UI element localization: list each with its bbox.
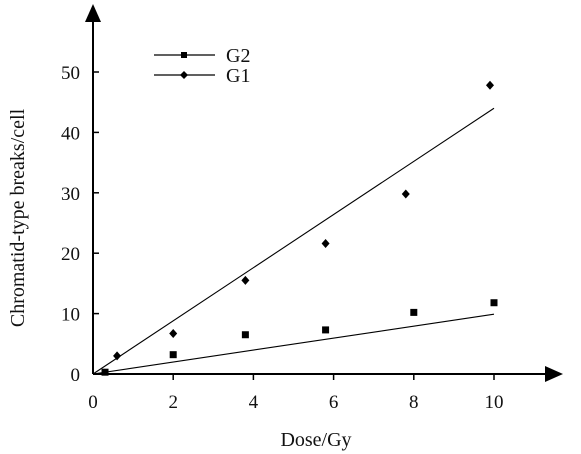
axes xyxy=(85,4,563,382)
data-point-g2 xyxy=(322,326,330,334)
x-tick-label: 6 xyxy=(329,392,339,413)
y-tick-label: 0 xyxy=(71,365,81,386)
fit-line-g2 xyxy=(92,313,495,375)
legend-label-g2: G2 xyxy=(226,45,250,67)
data-point-g1 xyxy=(401,189,410,199)
data-point-g2 xyxy=(169,351,177,359)
data-point-g1 xyxy=(321,239,330,249)
y-tick-label: 10 xyxy=(61,305,80,326)
legend-marker-g1 xyxy=(180,71,188,79)
fit-line-g1 xyxy=(92,107,495,375)
legend-label-g1: G1 xyxy=(226,65,250,87)
data-point-g1 xyxy=(485,80,494,90)
y-tick-label: 20 xyxy=(61,244,80,265)
data-point-g2 xyxy=(241,331,249,339)
x-tick-label: 4 xyxy=(249,392,259,413)
data-point-g1 xyxy=(169,329,178,339)
y-tick-label: 40 xyxy=(61,123,80,144)
data-point-g1 xyxy=(113,351,122,361)
x-axis-title: Dose/Gy xyxy=(280,429,351,451)
data-point-g2 xyxy=(490,299,498,307)
x-tick-label: 10 xyxy=(485,392,504,413)
ticks: 0 2 4 6 8 10 0 10 20 30 40 50 xyxy=(61,63,504,413)
fit-lines xyxy=(92,107,495,375)
x-tick-label: 2 xyxy=(168,392,178,413)
data-point-g2 xyxy=(410,308,418,316)
x-tick-label: 8 xyxy=(409,392,419,413)
x-tick-label: 0 xyxy=(88,392,98,413)
y-axis-title: Chromatid-type breaks/cell xyxy=(7,108,29,327)
x-axis-arrow xyxy=(545,366,563,382)
y-tick-label: 30 xyxy=(61,184,80,205)
data-point-g2 xyxy=(101,368,109,376)
data-markers xyxy=(101,80,498,376)
y-tick-label: 50 xyxy=(61,63,80,84)
legend-marker-g2 xyxy=(181,52,187,58)
y-axis-arrow xyxy=(85,4,101,22)
legend: G2 G1 xyxy=(154,45,250,87)
data-point-g1 xyxy=(241,275,250,285)
